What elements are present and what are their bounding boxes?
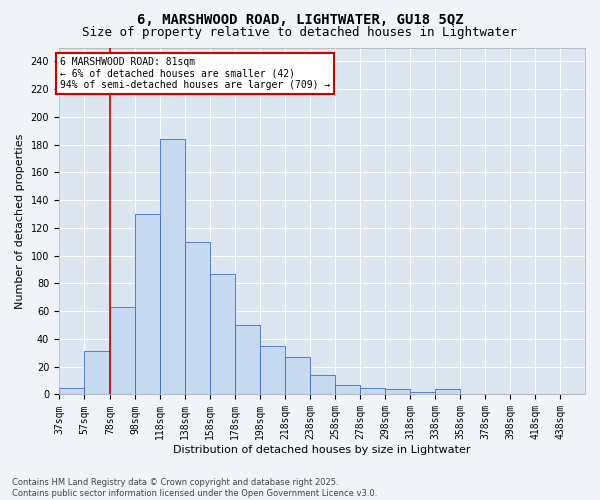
Text: Contains HM Land Registry data © Crown copyright and database right 2025.
Contai: Contains HM Land Registry data © Crown c… — [12, 478, 377, 498]
Y-axis label: Number of detached properties: Number of detached properties — [15, 134, 25, 308]
X-axis label: Distribution of detached houses by size in Lightwater: Distribution of detached houses by size … — [173, 445, 471, 455]
Text: 6, MARSHWOOD ROAD, LIGHTWATER, GU18 5QZ: 6, MARSHWOOD ROAD, LIGHTWATER, GU18 5QZ — [137, 12, 463, 26]
Text: 6 MARSHWOOD ROAD: 81sqm
← 6% of detached houses are smaller (42)
94% of semi-det: 6 MARSHWOOD ROAD: 81sqm ← 6% of detached… — [60, 57, 331, 90]
Text: Size of property relative to detached houses in Lightwater: Size of property relative to detached ho… — [83, 26, 517, 39]
